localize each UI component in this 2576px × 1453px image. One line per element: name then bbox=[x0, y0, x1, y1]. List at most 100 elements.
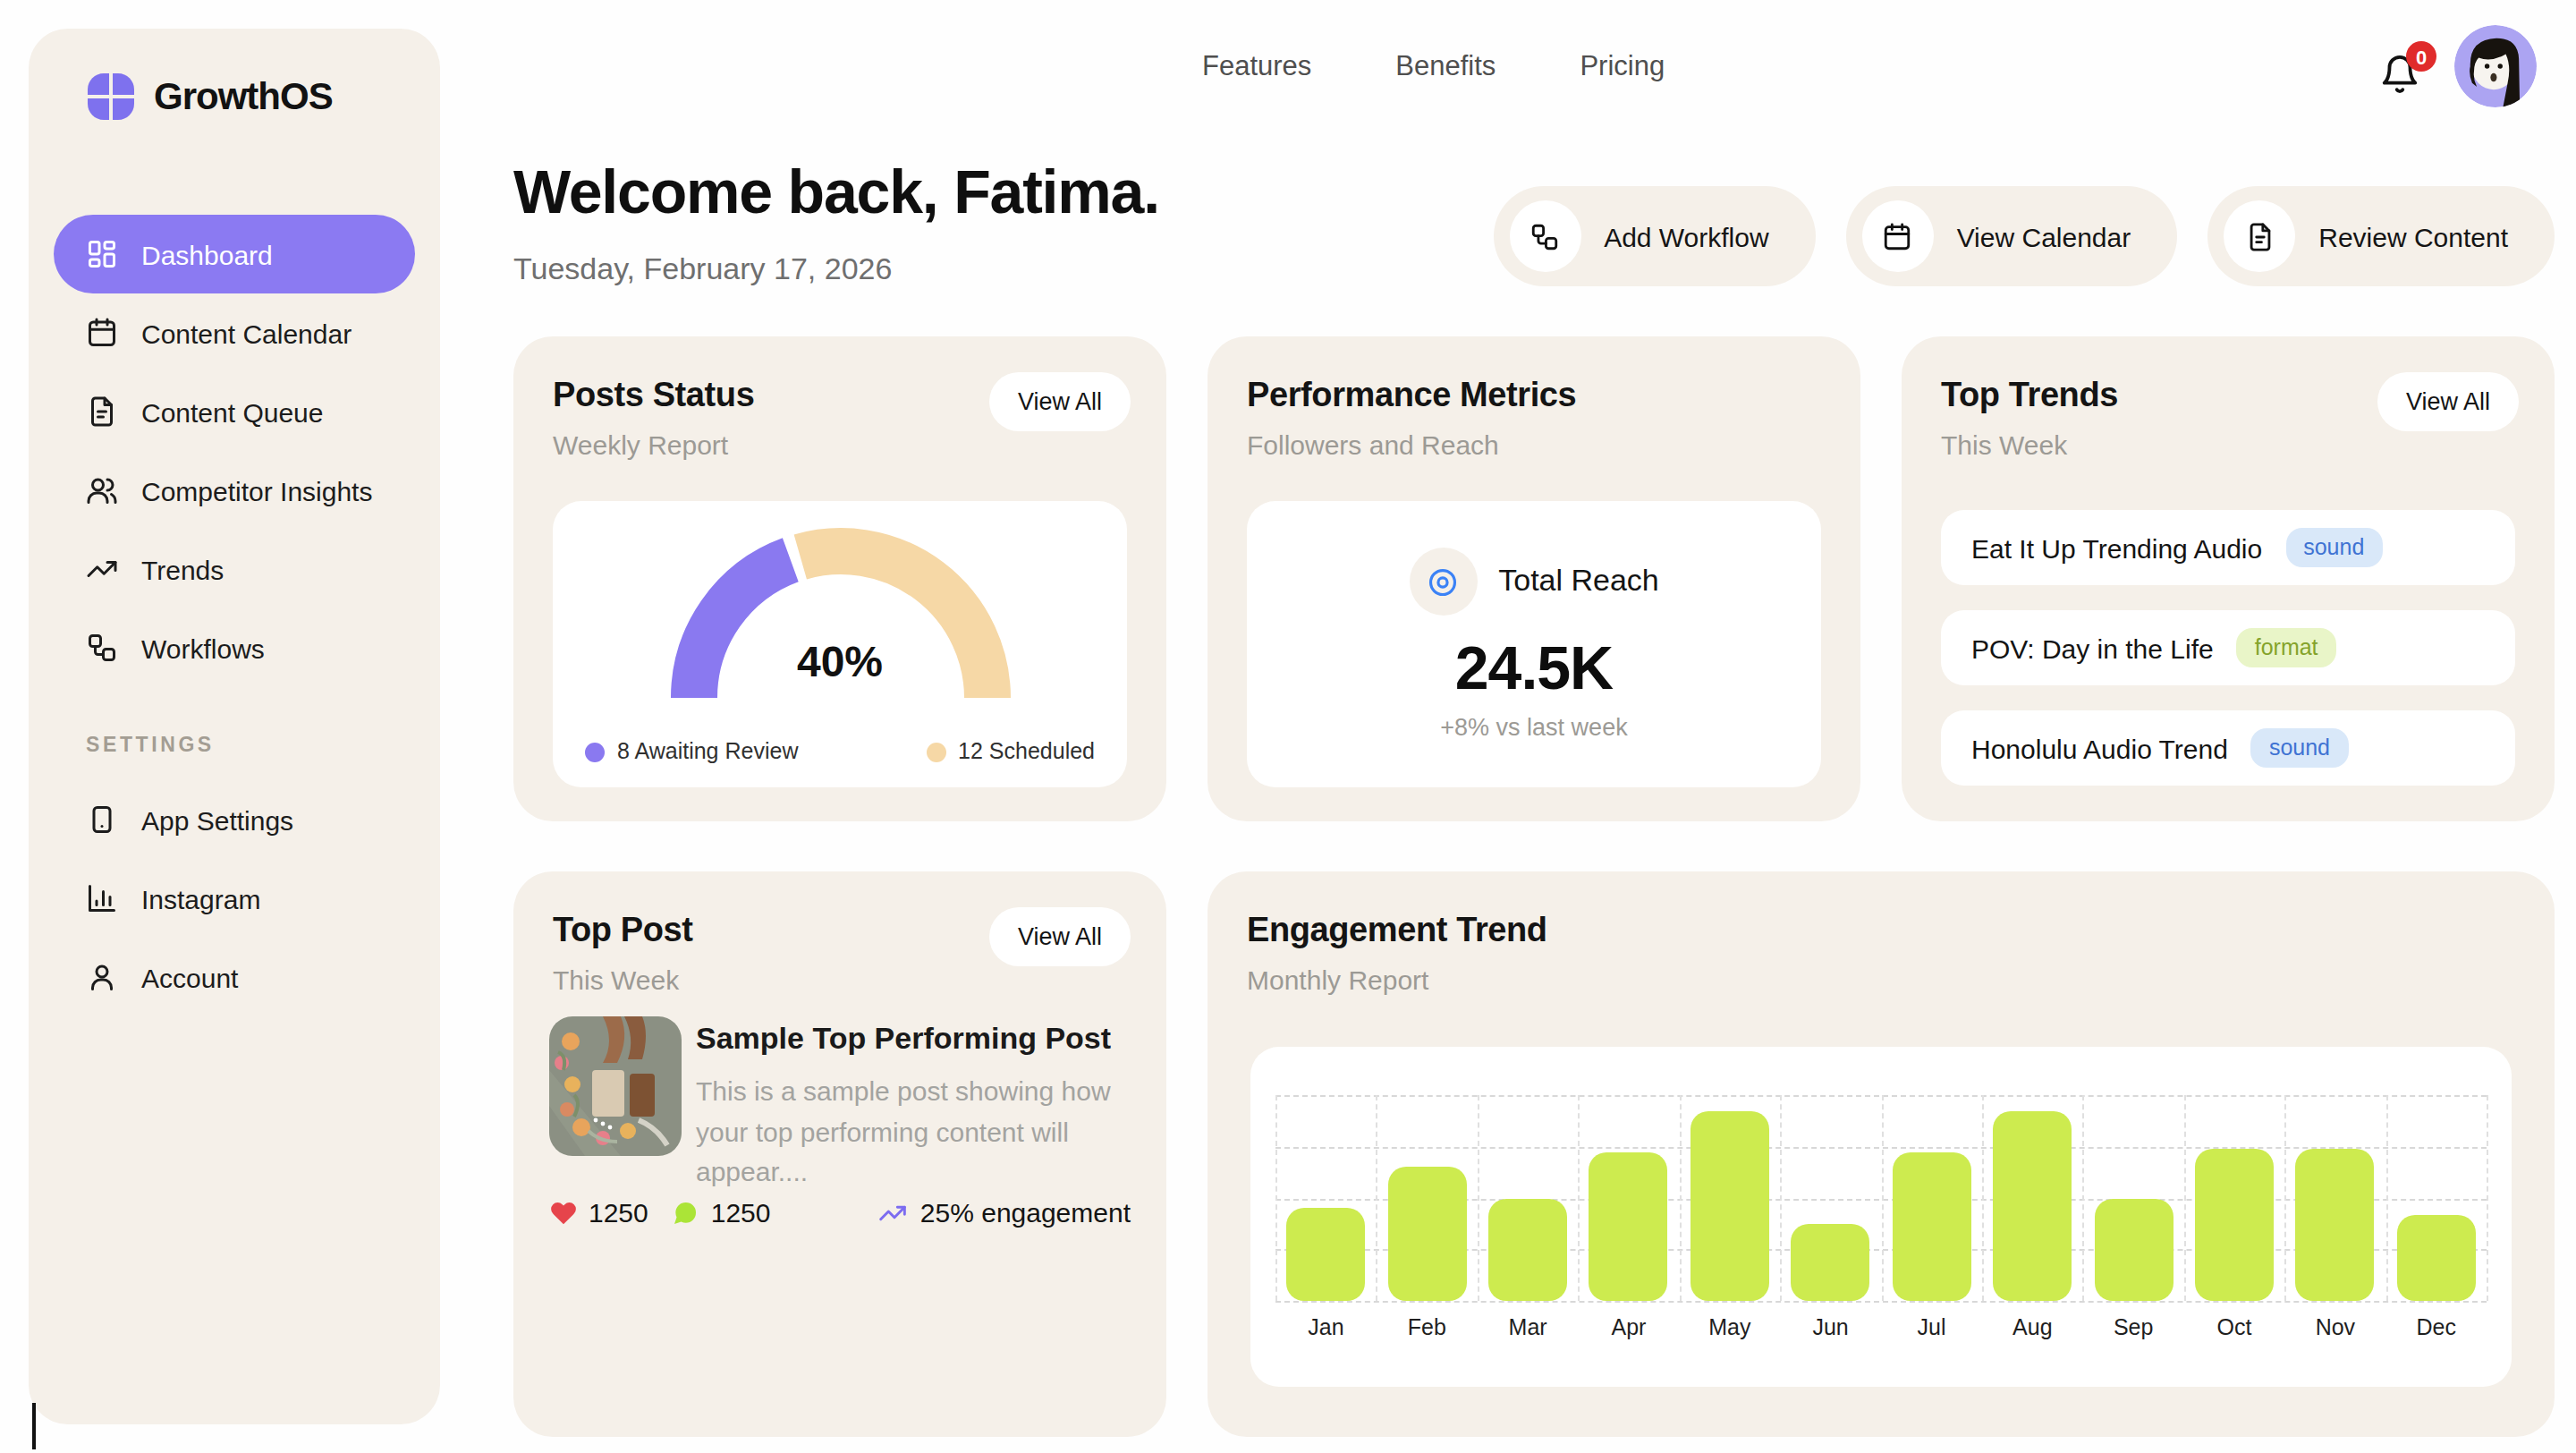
bar-chart-panel: JanFebMarAprMayJunJulAugSepOctNovDec bbox=[1250, 1047, 2512, 1387]
x-tick-label: Oct bbox=[2184, 1315, 2285, 1340]
trend-tag: sound bbox=[2285, 528, 2382, 567]
top-right-controls: 0 bbox=[2379, 25, 2537, 107]
bar-jan bbox=[1286, 1209, 1365, 1302]
top-nav: Features Benefits Pricing bbox=[1202, 50, 1665, 82]
x-tick-label: Apr bbox=[1579, 1315, 1680, 1340]
bar-nov bbox=[2296, 1149, 2375, 1301]
top-post-card: Top Post This Week View All bbox=[513, 871, 1166, 1437]
card-subtitle: Weekly Report bbox=[553, 429, 728, 460]
sidebar-item-competitor-insights[interactable]: Competitor Insights bbox=[54, 451, 415, 530]
users-icon bbox=[86, 474, 118, 506]
bar-feb bbox=[1387, 1168, 1466, 1302]
top-post-view-all-button[interactable]: View All bbox=[989, 907, 1131, 966]
bar-chart-icon bbox=[86, 882, 118, 914]
brand-name: GrowthOS bbox=[154, 75, 333, 118]
card-title: Engagement Trend bbox=[1247, 911, 1547, 950]
metric-label: Total Reach bbox=[1498, 564, 1659, 599]
trend-tag: format bbox=[2237, 628, 2336, 667]
view-calendar-button[interactable]: View Calendar bbox=[1846, 186, 2178, 286]
grid-line-v bbox=[2487, 1095, 2488, 1301]
x-tick-label: Feb bbox=[1377, 1315, 1478, 1340]
posts-status-card: Posts Status Weekly Report View All 40% … bbox=[513, 336, 1166, 821]
x-tick-label: Jun bbox=[1780, 1315, 1881, 1340]
bar-column bbox=[1377, 1095, 1478, 1301]
sidebar-nav: Dashboard Content Calendar Content Queue… bbox=[54, 215, 415, 687]
nav-link-pricing[interactable]: Pricing bbox=[1580, 50, 1665, 82]
smartphone-icon bbox=[86, 803, 118, 836]
sidebar-item-workflows[interactable]: Workflows bbox=[54, 608, 415, 687]
x-tick-label: Aug bbox=[1982, 1315, 2083, 1340]
total-reach-panel: Total Reach 24.5K +8% vs last week bbox=[1247, 501, 1821, 787]
bar-column bbox=[1478, 1095, 1579, 1301]
bar-may bbox=[1690, 1111, 1769, 1301]
sidebar-item-label: Dashboard bbox=[141, 239, 273, 269]
x-tick-label: Jan bbox=[1275, 1315, 1377, 1340]
trend-name: Eat It Up Trending Audio bbox=[1971, 532, 2262, 563]
workflow-icon bbox=[86, 632, 118, 664]
settings-section-label: SETTINGS bbox=[54, 734, 415, 755]
total-reach-value: 24.5K bbox=[1455, 633, 1613, 703]
card-title: Top Trends bbox=[1941, 376, 2118, 415]
trending-up-icon bbox=[86, 553, 118, 585]
sidebar-item-instagram[interactable]: Instagram bbox=[54, 859, 415, 938]
post-title: Sample Top Performing Post bbox=[696, 1022, 1111, 1058]
add-workflow-button[interactable]: Add Workflow bbox=[1493, 186, 1816, 286]
post-thumbnail bbox=[549, 1016, 682, 1156]
bar-column bbox=[2385, 1095, 2487, 1301]
action-label: Add Workflow bbox=[1604, 221, 1769, 251]
trend-row[interactable]: Honolulu Audio Trend sound bbox=[1941, 710, 2515, 786]
sidebar-item-label: Content Queue bbox=[141, 396, 324, 427]
file-text-icon bbox=[2224, 200, 2295, 272]
sidebar-item-label: Trends bbox=[141, 554, 224, 584]
chart-plot bbox=[1275, 1095, 2487, 1301]
file-text-icon bbox=[86, 395, 118, 428]
trend-row[interactable]: Eat It Up Trending Audio sound bbox=[1941, 510, 2515, 585]
nav-link-benefits[interactable]: Benefits bbox=[1395, 50, 1496, 82]
bar-sep bbox=[2094, 1198, 2173, 1301]
bar-column bbox=[1881, 1095, 1982, 1301]
action-label: Review Content bbox=[2318, 221, 2508, 251]
sidebar-item-trends[interactable]: Trends bbox=[54, 530, 415, 608]
sidebar-item-app-settings[interactable]: App Settings bbox=[54, 780, 415, 859]
engagement-stat: 25% engagement bbox=[879, 1197, 1131, 1228]
post-stats: 1250 1250 25% engagement bbox=[549, 1197, 1131, 1228]
x-tick-label: Jul bbox=[1881, 1315, 1982, 1340]
gauge-panel: 40% 8 Awaiting Review 12 Scheduled bbox=[553, 501, 1127, 787]
review-content-button[interactable]: Review Content bbox=[2207, 186, 2555, 286]
likes-stat: 1250 bbox=[549, 1197, 648, 1228]
x-tick-label: Mar bbox=[1478, 1315, 1579, 1340]
sidebar-item-label: Instagram bbox=[141, 883, 260, 913]
sidebar-item-content-queue[interactable]: Content Queue bbox=[54, 372, 415, 451]
trend-row[interactable]: POV: Day in the Life format bbox=[1941, 610, 2515, 685]
engagement-trend-card: Engagement Trend Monthly Report JanFebMa… bbox=[1208, 871, 2555, 1437]
comment-icon bbox=[672, 1198, 700, 1227]
bar-column bbox=[2184, 1095, 2285, 1301]
avatar-illustration bbox=[2454, 25, 2537, 107]
legend-awaiting-review: 8 Awaiting Review bbox=[585, 739, 798, 764]
bar-mar bbox=[1488, 1198, 1567, 1301]
comments-stat: 1250 bbox=[672, 1197, 771, 1228]
top-trends-card: Top Trends This Week View All Eat It Up … bbox=[1902, 336, 2555, 821]
card-title: Top Post bbox=[553, 911, 693, 950]
bar-dec bbox=[2397, 1214, 2476, 1301]
posts-status-view-all-button[interactable]: View All bbox=[989, 372, 1131, 431]
sidebar-item-account[interactable]: Account bbox=[54, 938, 415, 1016]
bar-column bbox=[1679, 1095, 1780, 1301]
legend-dot-awaiting bbox=[585, 742, 605, 761]
bar-jul bbox=[1892, 1152, 1970, 1301]
legend-dot-scheduled bbox=[926, 742, 945, 761]
nav-link-features[interactable]: Features bbox=[1202, 50, 1311, 82]
sidebar-item-dashboard[interactable]: Dashboard bbox=[54, 215, 415, 293]
notifications-button[interactable]: 0 bbox=[2379, 54, 2422, 97]
avatar[interactable] bbox=[2454, 25, 2537, 107]
card-title: Posts Status bbox=[553, 376, 754, 415]
bar-column bbox=[2083, 1095, 2184, 1301]
dashboard-icon bbox=[86, 238, 118, 270]
sidebar-item-content-calendar[interactable]: Content Calendar bbox=[54, 293, 415, 372]
performance-metrics-card: Performance Metrics Followers and Reach … bbox=[1208, 336, 1860, 821]
sidebar-item-label: Workflows bbox=[141, 633, 265, 663]
top-trends-view-all-button[interactable]: View All bbox=[2377, 372, 2519, 431]
bar-column bbox=[1982, 1095, 2083, 1301]
card-subtitle: Followers and Reach bbox=[1247, 429, 1499, 460]
x-tick-label: Sep bbox=[2083, 1315, 2184, 1340]
